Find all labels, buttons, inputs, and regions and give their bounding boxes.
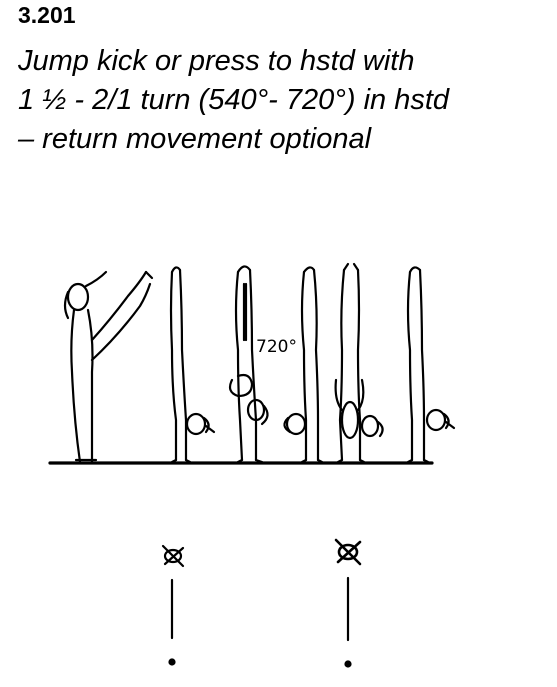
cross-marker-icon: [161, 544, 185, 568]
gymnast-handstand-figure-2: [228, 265, 269, 464]
gymnast-kick-figure: [63, 270, 154, 464]
gymnast-handstand-figure-4: [334, 262, 384, 464]
gymnast-handstand-figure-5: [406, 266, 456, 464]
cross-marker-icon: [334, 538, 362, 566]
gymnast-handstand-figure-1: [169, 266, 216, 464]
description-line-1: Jump kick or press to hstd with: [18, 45, 415, 77]
element-code: 3.201: [18, 2, 76, 28]
turn-label: 720°: [256, 337, 297, 357]
description-line-2: 1 ½ - 2/1 turn (540°- 720°) in hstd: [18, 84, 450, 116]
gymnast-handstand-figure-3: [283, 266, 324, 464]
description-line-3: – return movement optional: [18, 123, 372, 155]
dotted-line-icon: [344, 576, 352, 668]
dotted-line-icon: [168, 578, 176, 666]
element-description: Jump kick or press to hstd with 1 ½ - 2/…: [18, 42, 449, 159]
